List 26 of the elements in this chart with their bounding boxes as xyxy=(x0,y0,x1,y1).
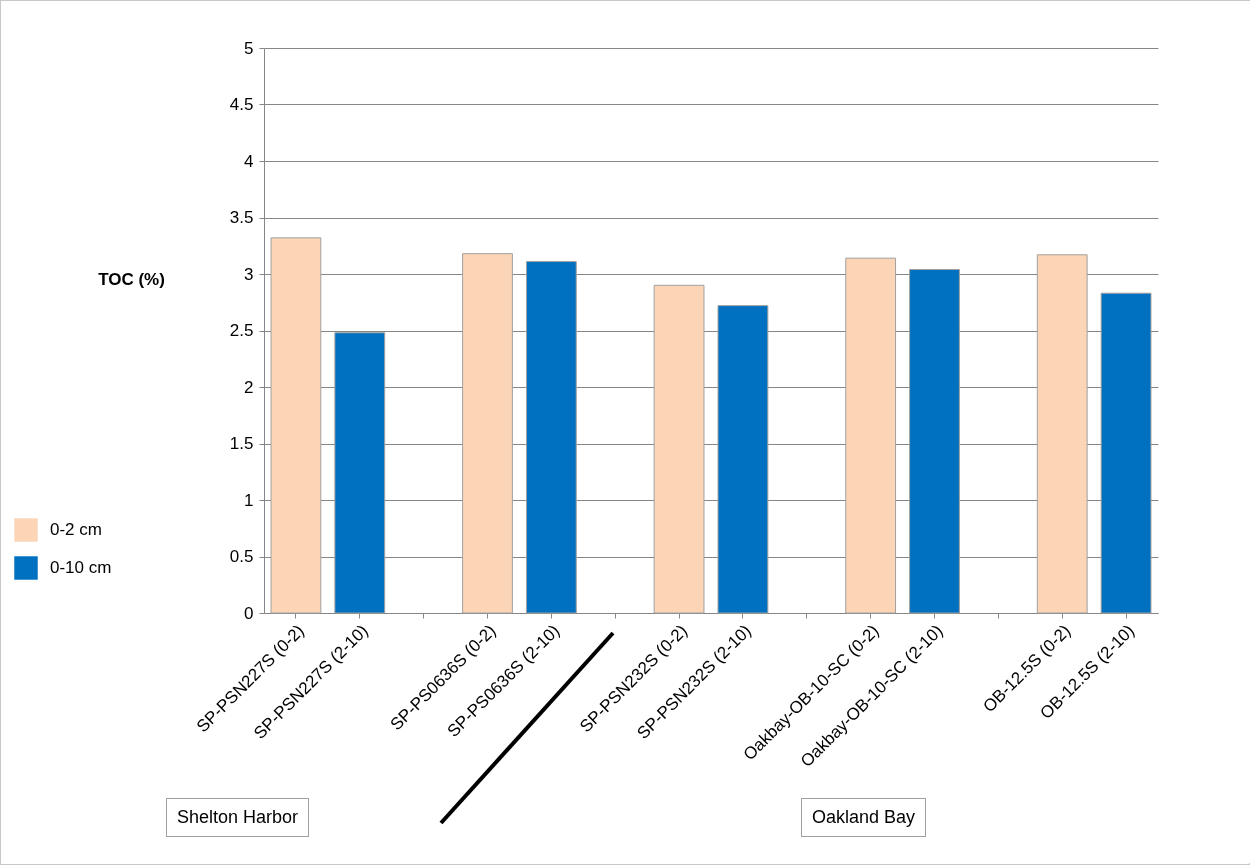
y-tick-label: 5 xyxy=(244,38,254,58)
y-tick-label: 4.5 xyxy=(229,95,254,114)
y-tick-label: 3.5 xyxy=(229,208,254,227)
y-tick-label: 2.5 xyxy=(229,321,254,340)
y-tick-label: 1.5 xyxy=(229,434,254,453)
y-tick-label: 2 xyxy=(244,377,254,397)
legend-label: 0-10 cm xyxy=(50,558,112,577)
y-tick-label: 0 xyxy=(244,603,254,623)
text: Oakland Bay xyxy=(801,798,927,837)
bar xyxy=(525,261,577,614)
y-tick-label: 3 xyxy=(244,264,254,284)
bar xyxy=(909,268,960,614)
text: Shelton Harbor xyxy=(166,798,310,837)
bar xyxy=(845,257,897,614)
bar xyxy=(653,284,705,614)
bar xyxy=(462,253,513,614)
y-tick-label: 0.5 xyxy=(229,547,254,566)
y-axis-title: TOC (%) xyxy=(98,269,165,289)
legend-label: 0-2 cm xyxy=(50,520,102,539)
bar xyxy=(270,237,322,614)
bar xyxy=(717,305,769,614)
bar xyxy=(1100,292,1152,614)
bar xyxy=(1036,254,1088,614)
y-tick-label: 4 xyxy=(244,151,254,171)
bar xyxy=(334,332,386,614)
y-tick-label: 1 xyxy=(244,490,254,510)
